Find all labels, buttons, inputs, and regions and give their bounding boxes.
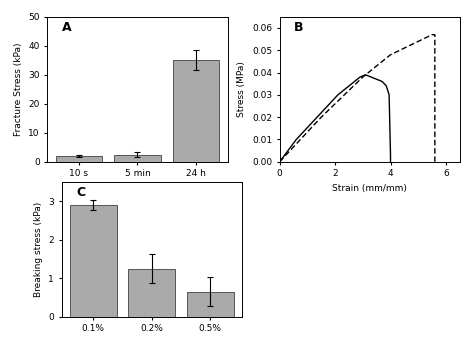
Y-axis label: Fracture Stress (kPa): Fracture Stress (kPa) (14, 42, 23, 136)
Y-axis label: Stress (MPa): Stress (MPa) (237, 61, 246, 117)
Text: C: C (76, 186, 85, 199)
Bar (70, 205, 117, 317)
Bar (173, 60, 219, 162)
Bar (114, 154, 161, 162)
Bar (55, 156, 102, 162)
X-axis label: Healing Time: Healing Time (108, 184, 167, 193)
X-axis label: Strain (mm/mm): Strain (mm/mm) (332, 184, 407, 193)
Text: B: B (294, 21, 303, 34)
Bar (128, 269, 175, 317)
Bar (187, 292, 234, 317)
Text: A: A (62, 21, 72, 34)
Y-axis label: Breaking stress (kPa): Breaking stress (kPa) (34, 202, 43, 297)
